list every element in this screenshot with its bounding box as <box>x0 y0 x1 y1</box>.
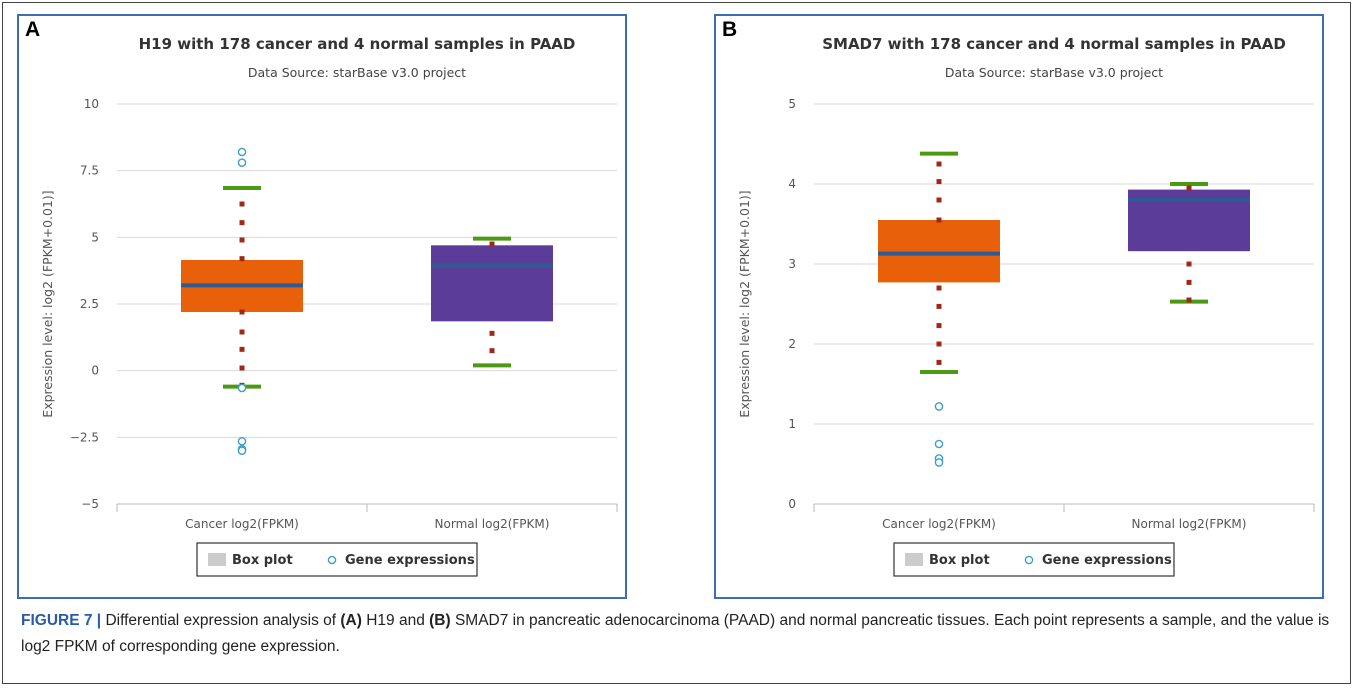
sample-point <box>239 220 245 226</box>
sample-point <box>936 197 942 203</box>
x-category-label: Cancer log2(FPKM) <box>185 517 299 531</box>
y-tick-label: 0 <box>788 497 796 511</box>
sample-point <box>239 365 245 371</box>
legend-swatch-box-plot <box>208 553 226 566</box>
sample-point <box>489 330 495 336</box>
y-tick-label: −2.5 <box>70 430 99 444</box>
sample-point <box>936 161 942 167</box>
sample-point <box>239 346 245 352</box>
y-tick-label: 2.5 <box>80 297 99 311</box>
legend-box <box>196 542 478 577</box>
chart-legend: Box plot Gene expressions <box>196 542 478 577</box>
sample-point <box>936 341 942 347</box>
legend-label-gene-expressions: Gene expressions <box>1042 553 1172 568</box>
sample-point <box>936 359 942 365</box>
y-tick-label: 0 <box>91 364 99 378</box>
legend-label-gene-expressions: Gene expressions <box>345 553 475 568</box>
y-axis-label: Expression level: log2 (FPKM+0.01)] <box>737 190 752 417</box>
sample-point <box>239 329 245 335</box>
y-tick-label: 2 <box>788 337 796 351</box>
panel-letter-b: B <box>722 18 738 41</box>
sample-point <box>239 237 245 243</box>
sample-point <box>1186 261 1192 267</box>
sample-point <box>239 256 245 262</box>
box-cancer <box>878 220 1000 283</box>
chart-subtitle: Data Source: starBase v3.0 project <box>945 65 1163 80</box>
sample-point <box>936 217 942 223</box>
caption-text-2: H19 and <box>361 612 430 629</box>
caption-ref-a: (A) <box>340 612 362 629</box>
sample-point <box>239 201 245 207</box>
sample-point <box>936 179 942 185</box>
chart-title: SMAD7 with 178 cancer and 4 normal sampl… <box>822 35 1286 53</box>
box-normal <box>431 245 553 322</box>
caption-text-3: SMAD7 in pancreatic adenocarcinoma (PAAD… <box>21 612 1330 655</box>
legend-marker-gene-expressions <box>327 555 337 565</box>
y-tick-label: 5 <box>91 230 99 244</box>
y-axis-label: Expression level: log2 (FPKM+0.01)] <box>40 190 55 417</box>
caption-text-1: Differential expression analysis of <box>101 612 341 629</box>
chart-subtitle: Data Source: starBase v3.0 project <box>248 65 466 80</box>
chart-panel-b: SMAD7 with 178 cancer and 4 normal sampl… <box>714 14 1324 599</box>
sample-point <box>1186 297 1192 303</box>
sample-point <box>936 323 942 329</box>
outlier-point <box>934 439 944 449</box>
x-category-label: Cancer log2(FPKM) <box>882 517 996 531</box>
sample-point <box>489 348 495 354</box>
x-category-label: Normal log2(FPKM) <box>435 517 550 531</box>
sample-point <box>936 285 942 291</box>
legend-label-box-plot: Box plot <box>929 553 990 568</box>
legend-marker-gene-expressions <box>1024 555 1034 565</box>
caption-label: FIGURE 7 | <box>21 612 102 629</box>
outlier-point <box>237 437 247 446</box>
chart-a-svg: H19 with 178 cancer and 4 normal samples… <box>40 35 618 577</box>
chart-title: H19 with 178 cancer and 4 normal samples… <box>139 35 576 53</box>
sample-point <box>936 303 942 309</box>
x-category-label: Normal log2(FPKM) <box>1132 517 1247 531</box>
chart-b-svg: SMAD7 with 178 cancer and 4 normal sampl… <box>737 35 1315 577</box>
chart-legend: Box plot Gene expressions <box>893 542 1175 577</box>
y-tick-label: 1 <box>788 417 796 431</box>
panel-letter-a: A <box>25 18 41 41</box>
sample-point <box>1186 279 1192 285</box>
sample-point <box>489 241 495 247</box>
legend-box <box>893 542 1175 577</box>
sample-point <box>1186 185 1192 191</box>
figure-caption: FIGURE 7 | Differential expression analy… <box>21 608 1341 660</box>
y-tick-label: 7.5 <box>80 164 99 178</box>
caption-ref-b: (B) <box>429 612 451 629</box>
outlier-point <box>237 446 247 455</box>
outlier-point <box>934 458 944 467</box>
outlier-point <box>237 158 247 167</box>
outlier-point <box>237 147 247 157</box>
y-tick-label: 5 <box>788 97 796 111</box>
outlier-point <box>934 402 944 411</box>
chart-panel-a: H19 with 178 cancer and 4 normal samples… <box>17 14 627 599</box>
y-tick-label: 3 <box>788 257 796 271</box>
y-tick-label: −5 <box>81 497 99 511</box>
legend-label-box-plot: Box plot <box>232 553 293 568</box>
sample-point <box>239 309 245 315</box>
outlier-point <box>237 383 247 393</box>
y-tick-label: 4 <box>788 177 796 191</box>
y-tick-label: 10 <box>84 97 99 111</box>
legend-swatch-box-plot <box>905 553 923 566</box>
